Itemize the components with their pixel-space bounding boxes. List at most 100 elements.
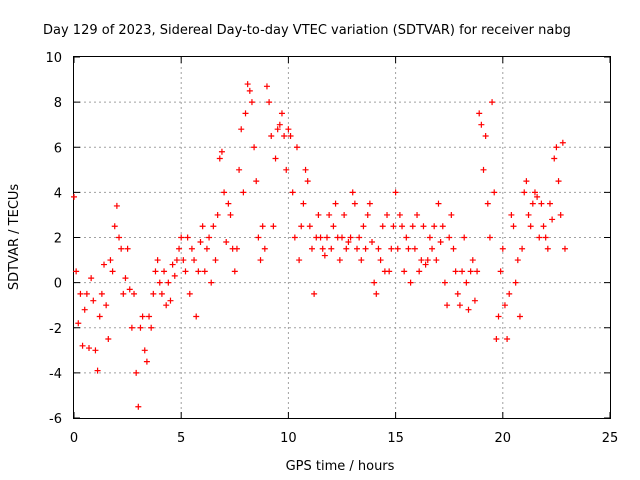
data-point	[544, 245, 551, 252]
data-point	[328, 245, 335, 252]
data-point	[439, 223, 446, 230]
data-point	[401, 268, 408, 275]
data-point	[268, 132, 275, 139]
data-point	[444, 302, 451, 309]
data-point	[375, 245, 382, 252]
data-point	[319, 245, 326, 252]
data-point	[167, 297, 174, 304]
data-point	[208, 279, 215, 286]
data-point	[182, 268, 189, 275]
data-point	[497, 268, 504, 275]
data-point	[223, 239, 230, 246]
data-point	[257, 257, 264, 264]
data-point	[347, 234, 354, 241]
data-point	[191, 257, 198, 264]
data-point	[150, 290, 157, 297]
data-point	[332, 200, 339, 207]
y-tick-label: 0	[54, 277, 62, 292]
data-point	[495, 313, 502, 320]
data-point	[214, 211, 221, 218]
data-series	[71, 81, 568, 410]
x-tick-label: 0	[70, 431, 78, 446]
data-point	[227, 211, 234, 218]
data-point	[94, 367, 101, 374]
data-point	[315, 211, 322, 218]
data-point	[407, 279, 414, 286]
data-point	[480, 166, 487, 173]
data-point	[113, 202, 120, 209]
data-point	[81, 306, 88, 313]
data-point	[484, 200, 491, 207]
data-point	[131, 290, 138, 297]
data-point	[146, 313, 153, 320]
data-point	[366, 200, 373, 207]
data-point	[426, 234, 433, 241]
data-point	[486, 234, 493, 241]
data-point	[555, 178, 562, 185]
data-point	[418, 257, 425, 264]
data-point	[128, 324, 135, 331]
data-point	[238, 126, 245, 133]
data-point	[388, 245, 395, 252]
data-point	[79, 342, 86, 349]
data-point	[118, 245, 125, 252]
data-point	[326, 211, 333, 218]
data-point	[411, 245, 418, 252]
data-point	[263, 83, 270, 90]
data-point	[266, 99, 273, 106]
data-point	[339, 234, 345, 241]
y-tick-label: 10	[45, 51, 62, 66]
data-point	[178, 234, 185, 241]
data-point	[523, 178, 530, 185]
data-point	[349, 189, 356, 196]
x-tick-label: 15	[387, 431, 404, 446]
data-point	[561, 245, 568, 252]
data-point	[463, 279, 470, 286]
data-point	[512, 279, 519, 286]
data-point	[358, 257, 365, 264]
data-point	[452, 268, 459, 275]
data-point	[377, 257, 384, 264]
data-point	[354, 245, 361, 252]
data-point	[416, 268, 423, 275]
data-point	[88, 275, 95, 282]
data-point	[467, 268, 474, 275]
data-point	[236, 166, 243, 173]
data-point	[253, 178, 260, 185]
data-point	[201, 268, 208, 275]
data-point	[71, 193, 77, 200]
data-point	[448, 211, 455, 218]
data-point	[116, 234, 123, 241]
data-point	[287, 132, 294, 139]
data-point	[283, 166, 290, 173]
data-point	[343, 245, 350, 252]
data-point	[135, 403, 142, 410]
data-point	[514, 257, 521, 264]
data-point	[206, 234, 213, 241]
data-point	[195, 268, 202, 275]
data-point	[516, 313, 523, 320]
plot-frame	[73, 56, 611, 419]
data-point	[281, 132, 288, 139]
data-point	[471, 297, 478, 304]
data-point	[501, 302, 508, 309]
data-point	[163, 302, 170, 309]
data-point	[141, 347, 148, 354]
data-point	[73, 268, 80, 275]
data-point	[289, 189, 296, 196]
data-point	[317, 234, 324, 241]
data-point	[551, 155, 558, 162]
data-point	[180, 257, 187, 264]
data-point	[98, 290, 105, 297]
data-point	[304, 178, 311, 185]
y-axis-label: SDTVAR / TECUs	[7, 184, 22, 291]
data-point	[456, 302, 463, 309]
x-axis-label: GPS time / hours	[286, 459, 395, 474]
data-point	[549, 216, 556, 223]
data-point	[540, 223, 547, 230]
data-point	[225, 200, 232, 207]
data-point	[244, 81, 251, 88]
data-point	[542, 234, 549, 241]
data-point	[386, 268, 393, 275]
data-point	[242, 110, 249, 117]
